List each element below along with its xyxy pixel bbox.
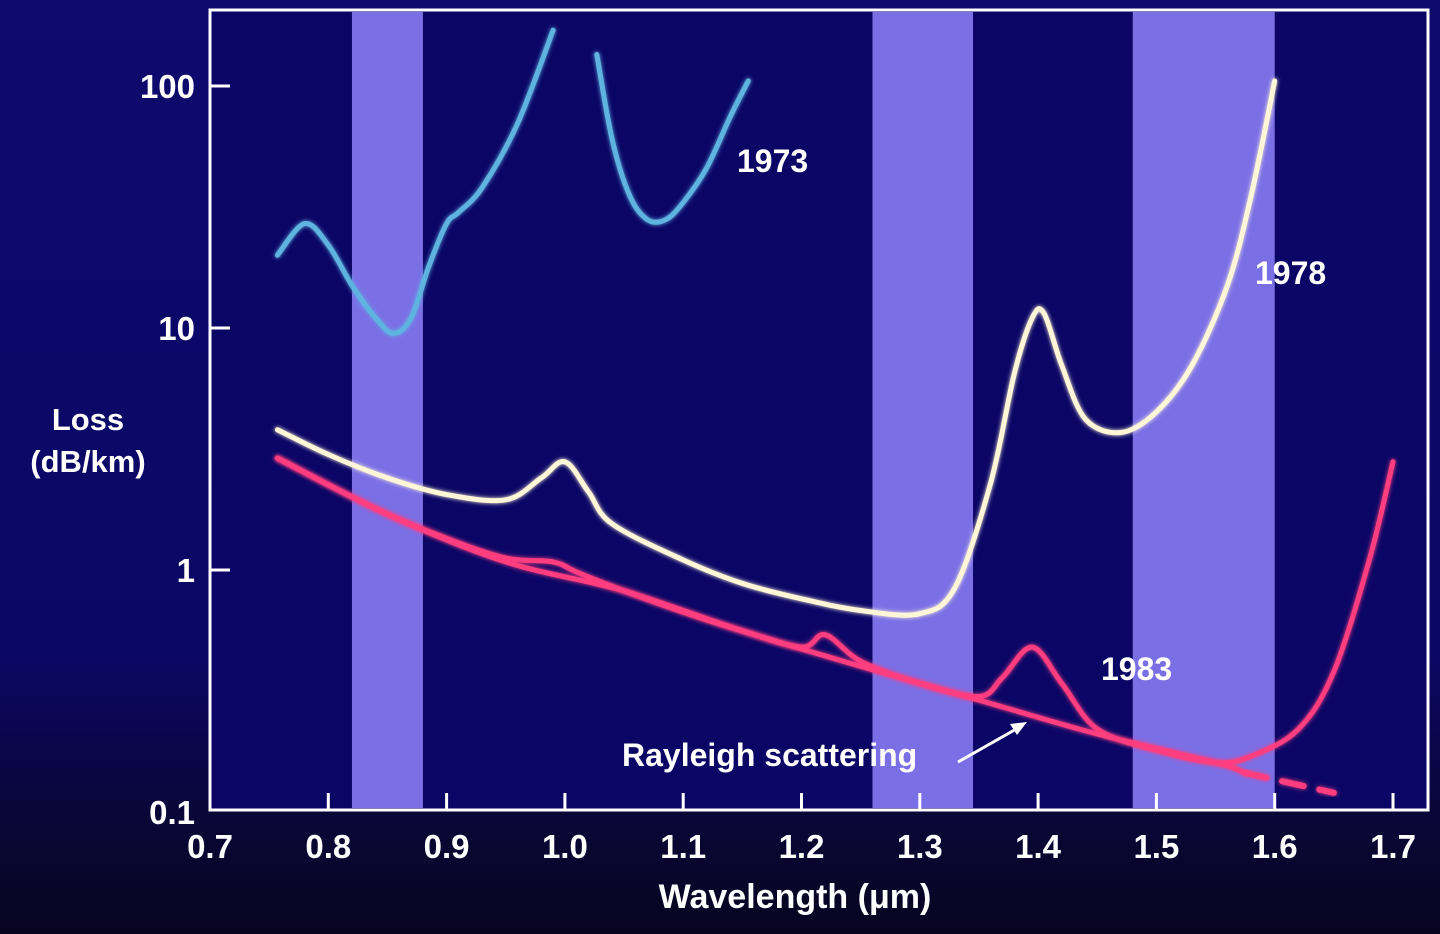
y-tick-label: 1 [177, 552, 195, 589]
x-tick-label: 1.2 [779, 828, 825, 865]
y-tick-label: 0.1 [149, 794, 195, 831]
curve-1973-seg0 [274, 27, 556, 336]
x-tick-label: 1.3 [897, 828, 943, 865]
x-tick-label: 1.5 [1133, 828, 1179, 865]
label-rayleigh-scattering: Rayleigh scattering [622, 737, 917, 773]
y-axis-label-line2: (dB/km) [30, 444, 145, 479]
plot-frame [208, 8, 1430, 812]
band-2 [1132, 12, 1275, 808]
x-tick-label: 1.6 [1252, 828, 1298, 865]
y-tick-label: 10 [158, 310, 195, 347]
x-tick-label: 0.9 [424, 828, 470, 865]
rayleigh-arrow-icon [957, 722, 1027, 764]
axis-ticks: 0.7 0.8 0.9 1.0 1.1 1.2 1.3 1.4 1.5 1.6 1.7 100 10 1 0… [140, 68, 1416, 865]
curve-1978 [274, 78, 1278, 618]
series-curves [274, 27, 1396, 796]
curve-rayleigh-scattering [274, 455, 1248, 776]
label-1983: 1983 [1101, 651, 1172, 687]
x-tick-label: 0.8 [305, 828, 351, 865]
band-1 [872, 12, 974, 808]
x-tick-label: 1.1 [660, 828, 706, 865]
y-axis-label-line1: Loss [52, 402, 124, 437]
x-tick-label: 1.0 [542, 828, 588, 865]
x-axis-label: Wavelength (μm) [659, 878, 932, 916]
y-tick-label: 100 [140, 68, 195, 105]
curve-1973-seg1 [594, 52, 751, 225]
curve-rayleigh-scattering-extrapolated [1242, 769, 1337, 796]
x-tick-label: 0.7 [187, 828, 233, 865]
band-0 [351, 12, 423, 808]
label-1978: 1978 [1255, 255, 1326, 291]
x-tick-label: 1.4 [1015, 828, 1062, 865]
label-1973: 1973 [737, 143, 808, 179]
x-tick-label: 1.7 [1370, 828, 1416, 865]
